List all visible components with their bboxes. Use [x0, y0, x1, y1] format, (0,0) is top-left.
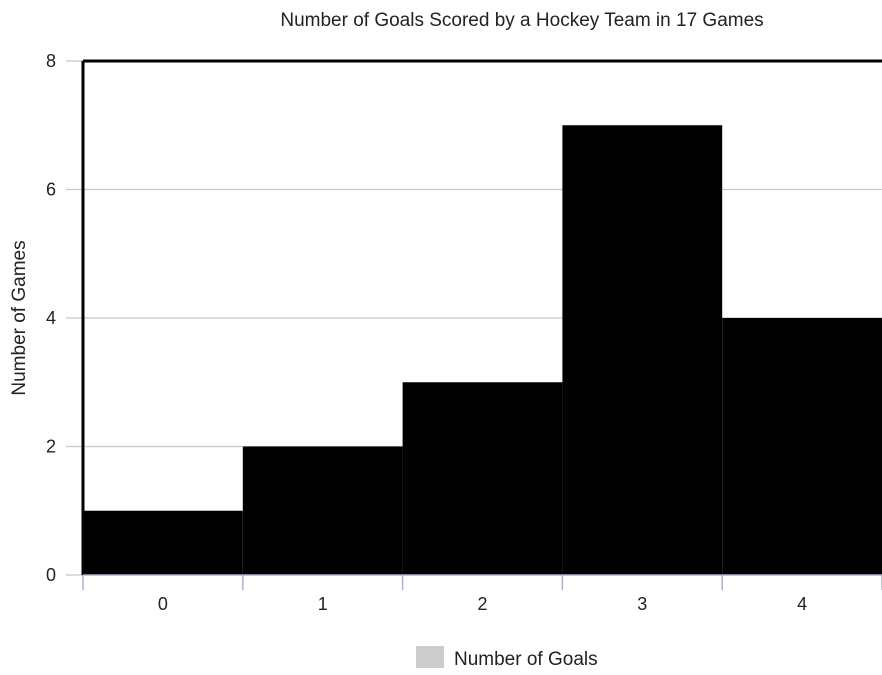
bars — [83, 125, 882, 575]
legend-label: Number of Goals — [454, 649, 598, 670]
y-tick-labels: 0 2 4 6 8 — [46, 51, 56, 585]
y-tick-label-0: 0 — [46, 565, 56, 585]
bar-3 — [562, 125, 723, 575]
x-tick-label-4: 4 — [797, 594, 807, 614]
y-tick-label-6: 6 — [46, 180, 56, 200]
bar-1 — [242, 446, 403, 575]
axes — [66, 59, 882, 590]
y-tick-label-2: 2 — [46, 437, 56, 457]
x-tick-label-1: 1 — [318, 594, 328, 614]
y-tick-label-4: 4 — [46, 308, 56, 328]
bar-0 — [83, 510, 243, 575]
bar-2 — [402, 382, 563, 575]
legend: Number of Goals — [416, 646, 598, 670]
x-tick-label-3: 3 — [637, 594, 647, 614]
y-tick-label-8: 8 — [46, 51, 56, 71]
legend-swatch — [416, 646, 444, 668]
x-tick-label-0: 0 — [158, 594, 168, 614]
bar-4 — [722, 318, 882, 575]
chart-title: Number of Goals Scored by a Hockey Team … — [280, 10, 763, 31]
x-tick-label-2: 2 — [477, 594, 487, 614]
x-tick-labels: 0 1 2 3 4 — [158, 594, 807, 614]
y-axis-label: Number of Games — [9, 240, 30, 395]
